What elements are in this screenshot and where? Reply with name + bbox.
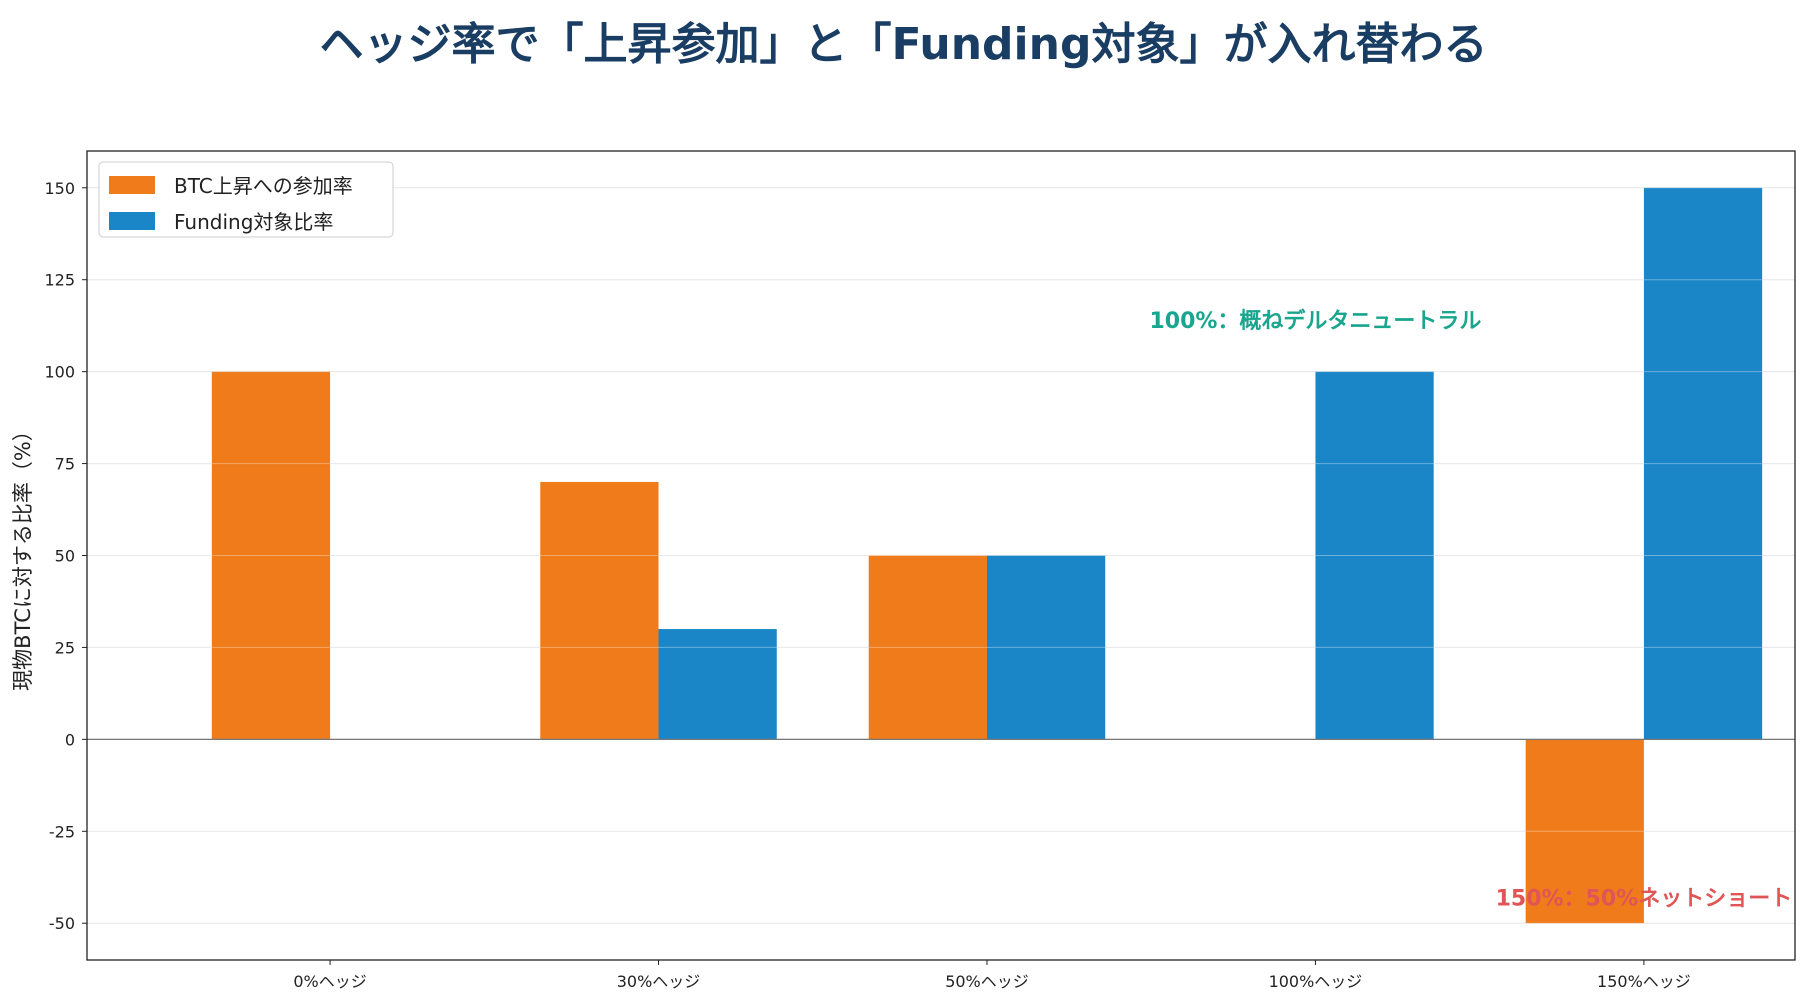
legend-box (98, 161, 394, 238)
y-axis-label: 現物BTCに対する比率（%） (11, 420, 35, 691)
bar (540, 481, 659, 740)
legend-swatch (109, 176, 155, 194)
y-tick-label: 150 (44, 179, 75, 198)
y-tick-label: 50 (55, 547, 75, 566)
chart-title: ヘッジ率で「上昇参加」と「Funding対象」が入れ替わる (319, 19, 1488, 70)
annotations: 100%：概ねデルタニュートラル 150%：50%ネットショート (1149, 308, 1792, 911)
x-tick-label: 0%ヘッジ (293, 972, 366, 991)
annotation-label: 100%：概ねデルタニュートラル (1149, 308, 1481, 334)
axes (82, 150, 1796, 965)
bar (1643, 187, 1763, 740)
legend-label: BTC上昇への参加率 (174, 174, 353, 198)
legend-swatch (109, 212, 155, 230)
bar (986, 555, 1106, 740)
y-tick-label: 25 (55, 638, 75, 657)
y-tick-label: 125 (44, 271, 75, 290)
x-tick-label: 50%ヘッジ (945, 972, 1029, 991)
bar (211, 371, 331, 740)
bar (868, 555, 987, 740)
y-tick-label: 0 (65, 730, 75, 749)
legend: BTC上昇への参加率 Funding対象比率 (98, 161, 394, 238)
legend-label: Funding対象比率 (174, 210, 333, 234)
y-tick-label: 75 (55, 455, 75, 474)
bar (1525, 739, 1644, 924)
x-tick-label: 100%ヘッジ (1269, 972, 1363, 991)
y-tick-label: -25 (49, 822, 75, 841)
bar (658, 629, 777, 740)
tick-labels: -50 -25 0 25 50 75 100 125 150 0%ヘッジ 30%ヘッジ 50%ヘッジ 1… (44, 179, 1690, 991)
y-tick-label: -50 (49, 914, 75, 933)
x-tick-label: 30%ヘッジ (617, 972, 701, 991)
annotation-label: 150%：50%ネットショート (1496, 886, 1793, 911)
x-tick-label: 150%ヘッジ (1597, 972, 1691, 991)
bars (87, 187, 1795, 924)
bar (1315, 371, 1434, 740)
y-tick-label: 100 (44, 363, 75, 382)
